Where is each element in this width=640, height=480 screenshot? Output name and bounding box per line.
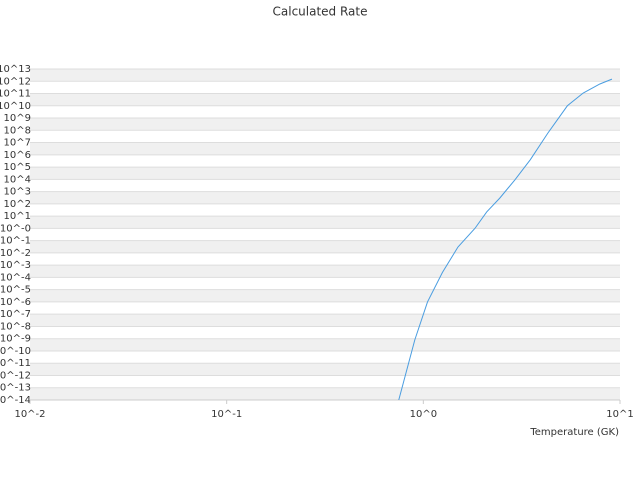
- grid-band: [30, 191, 620, 204]
- grid-band: [30, 363, 620, 376]
- grid-band: [30, 167, 620, 180]
- y-tick-label: 10^-1: [0, 236, 31, 247]
- grid-band: [30, 93, 620, 106]
- grid-band: [30, 265, 620, 278]
- x-tick-label: 10^-2: [14, 409, 45, 420]
- y-tick-label: 10^10: [0, 101, 31, 112]
- y-tick-label: 10^2: [4, 199, 31, 210]
- y-tick-label: 10^-14: [0, 395, 31, 406]
- x-tick-label: 10^-1: [211, 409, 242, 420]
- y-tick-label: 10^7: [4, 138, 31, 149]
- grid-band: [30, 338, 620, 351]
- y-tick-label: 10^-13: [0, 383, 31, 394]
- y-tick-label: 10^-12: [0, 370, 31, 381]
- chart-title: Calculated Rate: [273, 5, 368, 19]
- grid-band: [30, 314, 620, 327]
- y-tick-label: 10^-2: [0, 248, 31, 259]
- x-tick-label: 10^0: [410, 409, 437, 420]
- y-tick-label: 10^-6: [0, 297, 31, 308]
- grid-band: [30, 289, 620, 302]
- grid-band: [30, 69, 620, 82]
- y-tick-label: 10^13: [0, 64, 31, 75]
- y-tick-label: 10^-3: [0, 260, 31, 271]
- y-tick-label: 10^11: [0, 89, 31, 100]
- data-line: [398, 78, 613, 400]
- y-tick-label: 10^-8: [0, 321, 31, 332]
- y-tick-label: 10^-10: [0, 346, 31, 357]
- y-tick-label: 10^-11: [0, 358, 31, 369]
- grid-band: [30, 387, 620, 400]
- y-tick-label: 10^-5: [0, 285, 31, 296]
- y-tick-label: 10^9: [4, 113, 31, 124]
- x-axis-label: Temperature (GK): [529, 427, 619, 438]
- y-tick-label: 10^8: [4, 125, 31, 136]
- y-tick-label: 10^5: [4, 162, 31, 173]
- grid-band: [30, 216, 620, 229]
- x-tick-label: 10^1: [606, 409, 633, 420]
- y-tick-label: 10^-0: [0, 223, 31, 234]
- y-tick-label: 10^-7: [0, 309, 31, 320]
- y-tick-label: 10^12: [0, 76, 31, 87]
- y-tick-label: 10^-4: [0, 272, 31, 283]
- y-tick-label: 10^3: [4, 187, 31, 198]
- y-tick-label: 10^1: [4, 211, 31, 222]
- y-tick-label: 10^6: [4, 150, 31, 161]
- grid-band: [30, 240, 620, 253]
- grid-band: [30, 142, 620, 155]
- y-tick-label: 10^4: [4, 174, 31, 185]
- grid-band: [30, 118, 620, 131]
- y-tick-label: 10^-9: [0, 334, 31, 345]
